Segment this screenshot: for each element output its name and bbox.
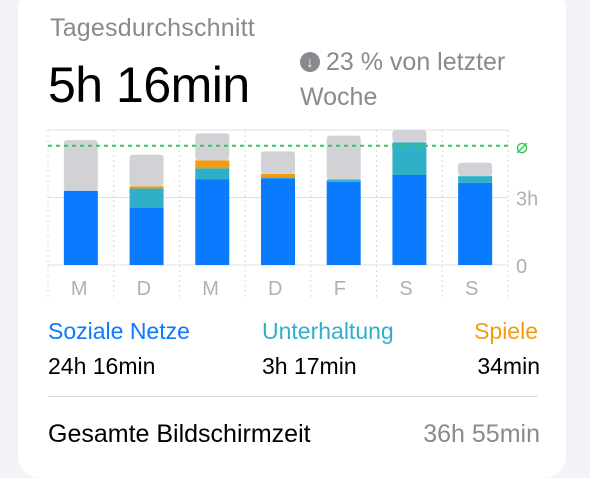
category-games-name[interactable]: Spiele bbox=[474, 318, 538, 344]
bar-segment bbox=[261, 178, 295, 265]
bar-segment bbox=[129, 207, 164, 265]
bar-segment bbox=[195, 133, 230, 161]
bar-segment bbox=[326, 179, 361, 182]
bar-segment bbox=[458, 162, 493, 177]
x-tick-label: S bbox=[399, 278, 412, 300]
average-marker: ⌀ bbox=[516, 136, 528, 158]
bar-segment bbox=[261, 151, 295, 174]
y-tick-label: 0 bbox=[516, 256, 527, 278]
bar-segment bbox=[129, 154, 164, 187]
bar-segment bbox=[392, 142, 427, 175]
weekly-usage-chart[interactable]: M D M D F S S ⌀ 3h 0 bbox=[0, 0, 590, 310]
category-social-name[interactable]: Soziale Netze bbox=[48, 318, 190, 344]
bar-segment bbox=[458, 176, 493, 183]
total-screen-time-value: 36h 55min bbox=[423, 420, 540, 448]
x-tick-label: S bbox=[465, 278, 478, 300]
weekly-change: ↓ 23 % von letzter Woche bbox=[300, 45, 550, 115]
weekly-change-line1: 23 % von letzter bbox=[326, 48, 506, 76]
bar-segment bbox=[326, 181, 361, 265]
bar-segment bbox=[261, 177, 295, 179]
daily-average-label: Tagesdurchschnitt bbox=[50, 14, 255, 42]
x-tick-label: D bbox=[137, 278, 151, 300]
bar-segment bbox=[195, 160, 230, 169]
x-tick-label: M bbox=[71, 278, 88, 300]
bar-segment bbox=[63, 140, 98, 191]
bar-segment bbox=[195, 168, 230, 180]
arrow-down-circle-icon: ↓ bbox=[300, 52, 320, 72]
total-screen-time-label[interactable]: Gesamte Bildschirmzeit bbox=[48, 420, 311, 448]
category-social-total: 24h 16min bbox=[48, 353, 156, 379]
bar-segment bbox=[392, 175, 427, 265]
category-games-total: 34min bbox=[477, 353, 540, 379]
bar-segment bbox=[195, 179, 230, 265]
weekly-change-line2: Woche bbox=[300, 83, 378, 111]
bar-segment bbox=[129, 186, 164, 189]
category-entertainment-name[interactable]: Unterhaltung bbox=[262, 318, 394, 344]
x-tick-label: M bbox=[202, 278, 219, 300]
bar-segment bbox=[63, 190, 98, 265]
x-tick-label: F bbox=[334, 278, 346, 300]
bar-segment bbox=[458, 182, 493, 265]
y-tick-label: 3h bbox=[516, 189, 538, 211]
bar-segment bbox=[326, 135, 361, 180]
bar-segment bbox=[261, 173, 295, 178]
category-entertainment-total: 3h 17min bbox=[262, 353, 357, 379]
x-tick-label: D bbox=[268, 278, 282, 300]
bar-segment bbox=[392, 130, 427, 143]
daily-average-value: 5h 16min bbox=[48, 57, 250, 113]
divider bbox=[48, 396, 538, 397]
bar-segment bbox=[129, 188, 164, 208]
